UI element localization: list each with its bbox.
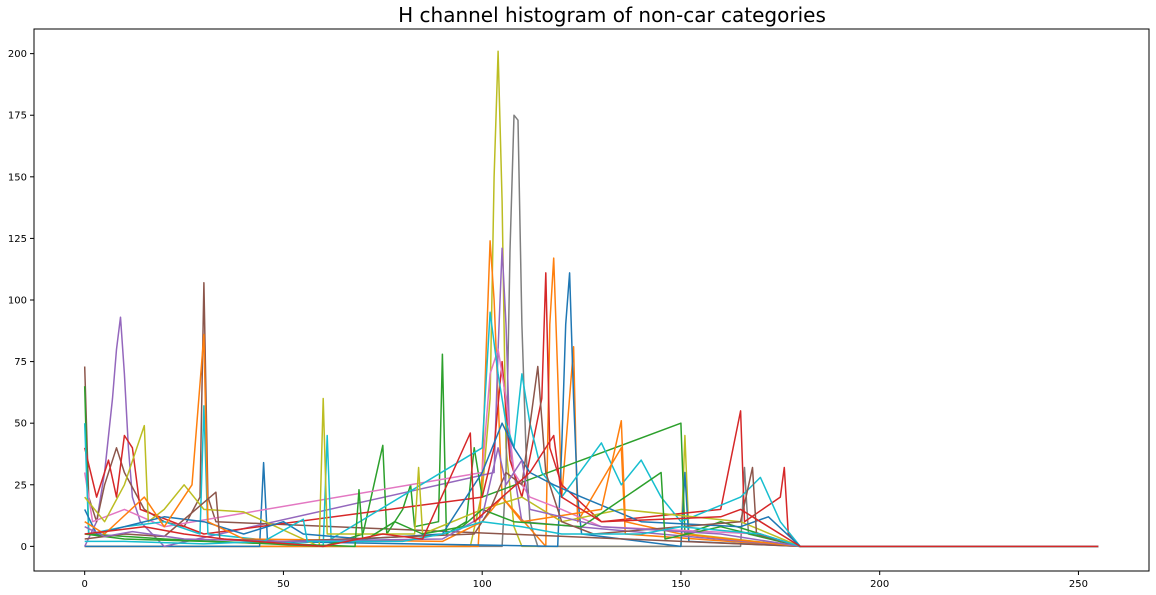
x-tick-label: 100 bbox=[473, 579, 492, 590]
y-tick-label: 0 bbox=[21, 542, 27, 553]
series-line-13 bbox=[84, 333, 1099, 548]
series-line-14 bbox=[84, 471, 1099, 548]
series-line-15 bbox=[84, 365, 1099, 548]
series-line-8 bbox=[83, 272, 1099, 548]
x-tick-label: 0 bbox=[81, 579, 87, 590]
y-tick-label: 150 bbox=[8, 172, 27, 183]
series-line-5 bbox=[84, 247, 1099, 548]
series-line-7 bbox=[83, 353, 1099, 548]
chart-title: H channel histogram of non-car categorie… bbox=[398, 3, 826, 27]
series-line-18 bbox=[84, 432, 1099, 548]
y-tick-label: 125 bbox=[8, 234, 27, 245]
series-line-17 bbox=[84, 518, 1099, 548]
y-tick-label: 50 bbox=[14, 419, 27, 430]
x-tick-label: 250 bbox=[1069, 579, 1088, 590]
series-layer bbox=[83, 50, 1099, 548]
x-axis: 0 50 100 150 200 250 bbox=[81, 571, 1088, 590]
y-tick-label: 25 bbox=[14, 480, 27, 491]
series-line-2 bbox=[84, 114, 1099, 548]
x-tick-label: 150 bbox=[671, 579, 690, 590]
series-line-9 bbox=[83, 348, 1099, 548]
y-tick-label: 175 bbox=[8, 111, 27, 122]
y-tick-label: 100 bbox=[8, 296, 27, 307]
series-line-4 bbox=[84, 272, 1099, 548]
y-axis: 0 25 50 75 100 125 150 175 200 bbox=[8, 49, 34, 553]
y-tick-label: 200 bbox=[8, 49, 27, 60]
series-line-3 bbox=[84, 240, 1099, 548]
y-tick-label: 75 bbox=[14, 357, 27, 368]
x-tick-label: 200 bbox=[870, 579, 889, 590]
x-tick-label: 50 bbox=[277, 579, 290, 590]
